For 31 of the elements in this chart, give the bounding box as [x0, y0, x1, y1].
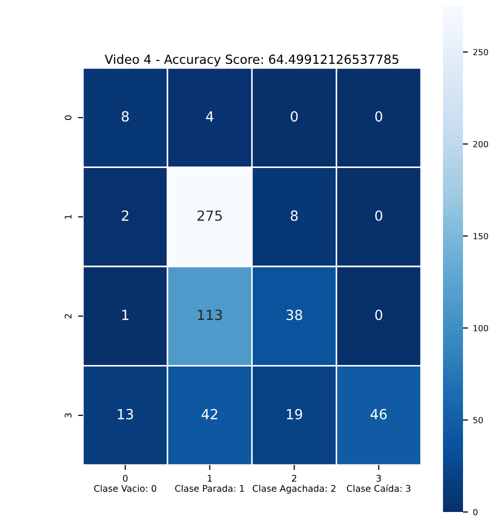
data-label: 8	[290, 210, 298, 221]
x-tick-label: 2 Clase Agachada: 2	[252, 474, 336, 494]
color-bar-label: 200	[473, 140, 488, 148]
y-tick-label: 1	[64, 214, 72, 219]
color-bar-label: 150	[474, 232, 488, 240]
data-label: 13	[118, 408, 133, 420]
y-tick-label: 2	[64, 314, 72, 318]
y-tick-label: 0	[64, 115, 72, 120]
data-label: 0	[375, 111, 382, 122]
color-bar-label: 100	[474, 324, 488, 332]
color-bar-label: 250	[473, 48, 488, 56]
color-bar-label: 0	[473, 508, 478, 516]
color-bar-label: 50	[473, 416, 483, 424]
data-label: 275	[198, 210, 222, 221]
data-label: 38	[286, 310, 302, 320]
data-label: 0	[375, 310, 382, 320]
data-label: 8	[122, 111, 129, 122]
data-label: 19	[286, 408, 302, 420]
data-label: 1	[122, 310, 128, 320]
x-tick-label: 3 Clase Caída: 3	[346, 474, 410, 492]
data-label: 0	[375, 210, 382, 221]
data-label: 2	[122, 210, 128, 221]
data-label: 4	[206, 111, 214, 122]
x-tick-label: 1 Clase Parada: 1	[175, 475, 244, 492]
data-label: 46	[370, 408, 387, 420]
data-label: 42	[202, 408, 218, 420]
x-tick-label: 0 Clase Vacio: 0	[94, 474, 156, 492]
chart-title: Video 4 - Accuracy Score: 64.49912126537785	[104, 54, 398, 66]
y-tick-label: 3	[64, 413, 72, 418]
data-label: 0	[290, 111, 298, 122]
data-label: 113	[198, 310, 222, 320]
